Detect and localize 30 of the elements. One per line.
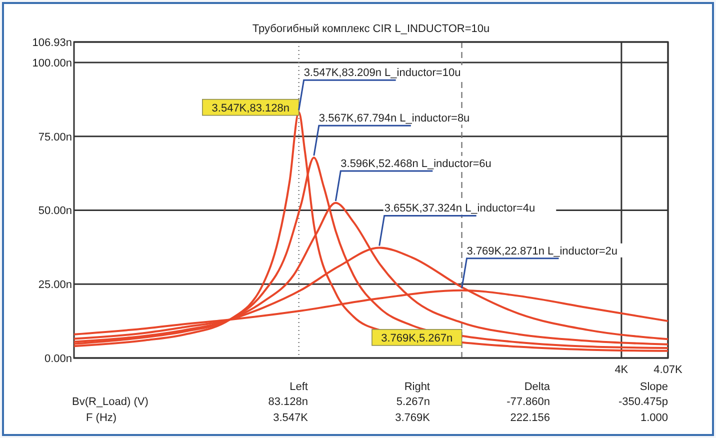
text: -77.860n	[506, 396, 550, 408]
text: 1.000	[640, 412, 668, 424]
annotation: 3.655K,37.324n L_inductor=4u	[384, 202, 536, 215]
y-tick-label: 106.93n	[32, 37, 72, 49]
text: Left	[290, 381, 308, 393]
text: 83.128n	[268, 396, 308, 408]
text: -350.475p	[618, 396, 668, 408]
y-tick-label: 0.00n	[44, 353, 72, 365]
x-tick-label: 4.07K	[654, 364, 684, 376]
annotation: 3.547K,83.128n	[212, 102, 290, 114]
y-tick-label: 100.00n	[32, 57, 72, 70]
y-tick-label: 75.00n	[38, 131, 72, 144]
annotation: 3.547K,83.209n L_inductor=10u	[304, 67, 461, 80]
annotation: 3.567K,67.794n L_inductor=8u	[318, 112, 470, 125]
text: 3.547K	[273, 412, 309, 424]
annotation: 3.769K,5.267n	[381, 332, 453, 344]
text: 5.267n	[396, 396, 430, 408]
annotation: 3.596K,52.468n L_inductor=6u	[340, 158, 492, 170]
text: F (Hz)	[86, 412, 117, 424]
text: 3.769K	[395, 412, 431, 424]
y-tick-label: 50.00n	[38, 205, 72, 218]
text: Right	[404, 381, 430, 393]
text: 222.156	[510, 412, 550, 424]
y-tick-label: 25.00n	[38, 279, 72, 292]
text: Delta	[524, 381, 551, 393]
text: Bv(R_Load) (V)	[72, 396, 148, 408]
text: Slope	[640, 381, 668, 393]
chart-title: Трубогибный комплекс CIR L_INDUCTOR=10u	[252, 23, 490, 35]
x-tick-label: 4K	[614, 364, 629, 376]
annotation: 3.769K,22.871n L_inductor=2u	[466, 245, 618, 258]
